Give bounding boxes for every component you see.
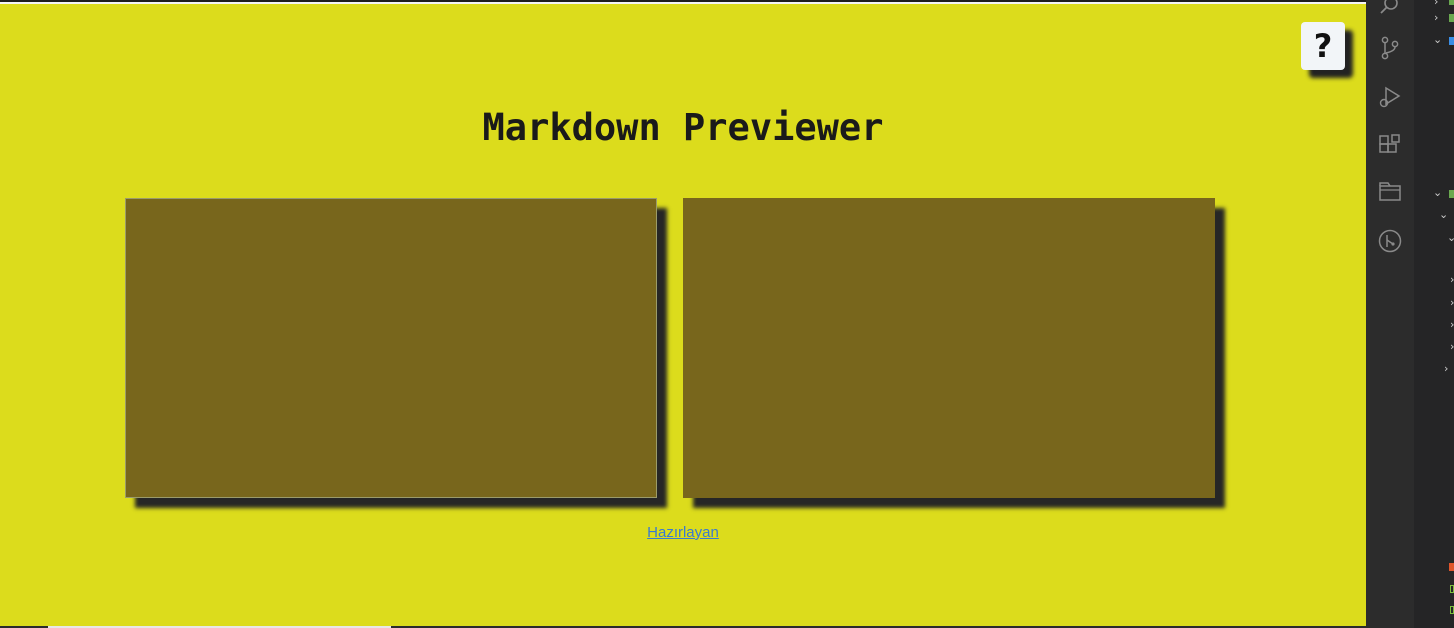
bottom-strip-segment	[48, 626, 391, 628]
file-marker-icon	[1450, 585, 1454, 593]
folder-marker-icon	[1449, 37, 1454, 45]
markdown-editor-input[interactable]	[126, 199, 656, 497]
vscode-explorer-strip: › › ⌄ ⌄ ⌄ ⌄ › › › › ›	[1414, 0, 1454, 628]
source-control-icon[interactable]	[1378, 36, 1402, 60]
folder-marker-icon	[1449, 190, 1454, 198]
folder-marker-icon	[1449, 0, 1454, 5]
vscode-activity-bar	[1366, 0, 1414, 628]
bottom-strip	[0, 626, 1366, 628]
git-graph-icon[interactable]	[1378, 229, 1402, 253]
chevron-right-icon[interactable]: ›	[1434, 11, 1439, 24]
chevron-down-icon[interactable]: ⌄	[1447, 231, 1454, 244]
chevron-down-icon[interactable]: ⌄	[1433, 33, 1443, 46]
chevron-right-icon[interactable]: ›	[1444, 362, 1449, 375]
question-mark-icon: ?	[1313, 27, 1333, 65]
chevron-down-icon[interactable]: ⌄	[1433, 186, 1443, 199]
editor-pane	[125, 198, 657, 498]
remote-explorer-icon[interactable]	[1378, 180, 1402, 204]
page-title: Markdown Previewer	[482, 106, 884, 149]
chevron-right-icon[interactable]: ›	[1434, 0, 1439, 8]
folder-marker-icon	[1449, 14, 1454, 22]
extensions-icon[interactable]	[1378, 134, 1402, 158]
chevron-right-icon[interactable]: ›	[1450, 296, 1454, 309]
markdown-previewer-page: ? Markdown Previewer Hazırlayan	[0, 2, 1366, 626]
file-marker-icon	[1450, 606, 1454, 614]
run-debug-icon[interactable]	[1378, 85, 1402, 109]
top-border	[0, 2, 1366, 4]
chevron-right-icon[interactable]: ›	[1450, 273, 1454, 286]
file-marker-icon	[1449, 563, 1454, 571]
preview-pane	[683, 198, 1215, 498]
chevron-right-icon[interactable]: ›	[1450, 318, 1454, 331]
help-button[interactable]: ?	[1301, 22, 1345, 70]
chevron-right-icon[interactable]: ›	[1450, 340, 1454, 353]
chevron-down-icon[interactable]: ⌄	[1439, 208, 1449, 221]
credit-link[interactable]: Hazırlayan	[647, 524, 719, 541]
search-icon[interactable]	[1378, 0, 1402, 18]
